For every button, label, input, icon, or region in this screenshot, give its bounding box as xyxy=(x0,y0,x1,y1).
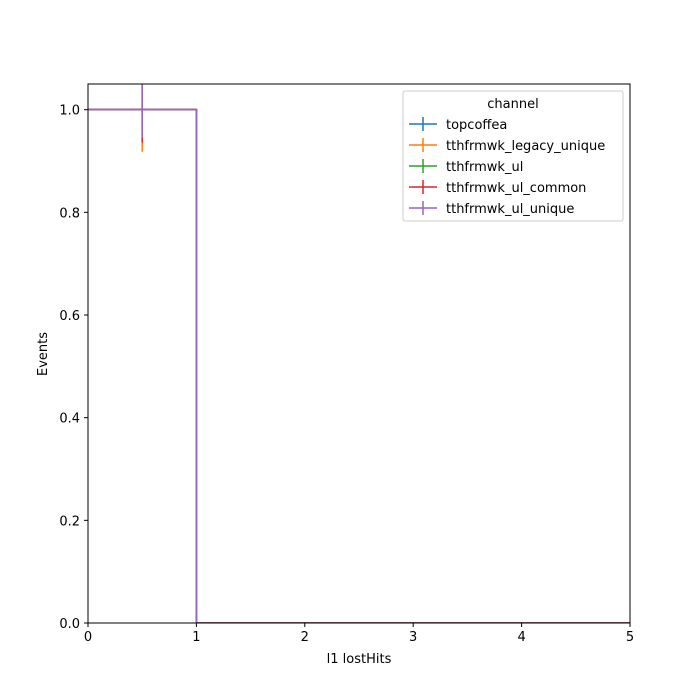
series-tthfrmwk_ul_unique xyxy=(88,84,630,623)
x-axis-label: l1 lostHits xyxy=(327,652,392,667)
legend-label: tthfrmwk_ul xyxy=(446,160,523,175)
x-tick-label: 0 xyxy=(84,630,92,645)
legend-label: tthfrmwk_ul_unique xyxy=(446,202,574,217)
legend-box xyxy=(402,90,624,222)
y-axis-label: Events xyxy=(36,332,51,376)
y-tick-label: 0.4 xyxy=(59,412,80,427)
y-tick-label: 1.0 xyxy=(59,104,80,119)
legend-entry: tthfrmwk_ul_unique xyxy=(409,201,574,217)
x-tick-label: 3 xyxy=(409,630,417,645)
legend-label: tthfrmwk_ul_common xyxy=(446,181,586,196)
x-tick-label: 5 xyxy=(626,630,634,645)
x-tick-label: 4 xyxy=(517,630,525,645)
legend-title: channel xyxy=(487,97,538,112)
legend-entry: tthfrmwk_ul_common xyxy=(409,180,586,196)
x-tick-label: 1 xyxy=(192,630,200,645)
y-tick-label: 0.2 xyxy=(59,514,80,529)
axes-frame xyxy=(87,83,631,624)
plot-area xyxy=(88,84,630,623)
y-tick-label: 0.0 xyxy=(59,617,80,632)
legend-entry: tthfrmwk_ul xyxy=(409,159,523,175)
legend-label: tthfrmwk_legacy_unique xyxy=(446,139,605,154)
axis-ticks: 0 1 2 3 4 5 0.0 0.2 0.4 0.6 0.8 1.0 xyxy=(59,104,634,645)
legend: channel topcoffea tthfrmwk_legacy_uniquet… xyxy=(402,90,624,222)
y-tick-label: 0.6 xyxy=(59,309,80,324)
legend-entry: tthfrmwk_legacy_unique xyxy=(409,138,605,154)
y-tick-label: 0.8 xyxy=(59,206,80,221)
legend-entry: topcoffea xyxy=(409,117,507,133)
x-tick-label: 2 xyxy=(301,630,309,645)
legend-label: topcoffea xyxy=(446,118,507,133)
